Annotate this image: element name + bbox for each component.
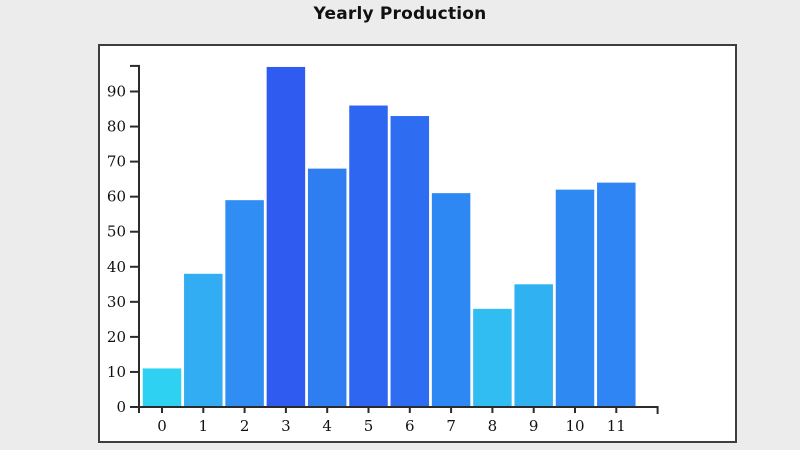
y-tick-label: 50 (107, 223, 126, 241)
x-tick-label: 2 (240, 417, 250, 435)
x-tick-label: 4 (322, 417, 332, 435)
bar-6 (390, 116, 430, 408)
bar-2 (225, 200, 264, 408)
bar-8 (473, 308, 512, 408)
bar-1 (184, 273, 223, 408)
plot-frame: 0 10 20 30 40 50 60 70 80 90 0 1 2 3 4 5 6 7 8 9 10 11 (98, 44, 737, 443)
bar-5 (349, 105, 388, 408)
chart-title: Yearly Production (313, 4, 487, 24)
y-tick-label: 10 (107, 363, 126, 381)
y-tick-label: 0 (116, 398, 126, 416)
x-tick-label: 6 (405, 417, 415, 435)
bar-7 (431, 193, 471, 408)
bar-9 (514, 284, 553, 408)
y-tick-label: 70 (107, 153, 126, 171)
bar-11 (597, 182, 636, 408)
bar-4 (307, 168, 347, 408)
x-tick-label: 7 (446, 417, 456, 435)
bar-chart-svg: 0 10 20 30 40 50 60 70 80 90 0 1 2 3 4 5 6 7 8 9 10 11 (107, 64, 659, 435)
x-tick-label: 1 (199, 417, 209, 435)
y-tick-label: 40 (107, 258, 126, 276)
x-tick-label: 11 (607, 417, 626, 435)
y-tick-label: 80 (107, 118, 126, 136)
y-tick-label: 90 (107, 82, 126, 100)
bar-0 (142, 368, 182, 408)
x-tick-label: 3 (281, 417, 291, 435)
x-tick-label: 0 (157, 417, 167, 435)
x-tick-label: 8 (488, 417, 498, 435)
x-tick-label: 10 (565, 417, 584, 435)
y-tick-label: 20 (107, 328, 126, 346)
bar-10 (555, 189, 595, 408)
x-tick-label: 9 (529, 417, 539, 435)
bar-3 (266, 66, 306, 409)
y-tick-label: 60 (107, 188, 126, 206)
y-tick-label: 30 (107, 293, 126, 311)
x-tick-label: 5 (364, 417, 374, 435)
